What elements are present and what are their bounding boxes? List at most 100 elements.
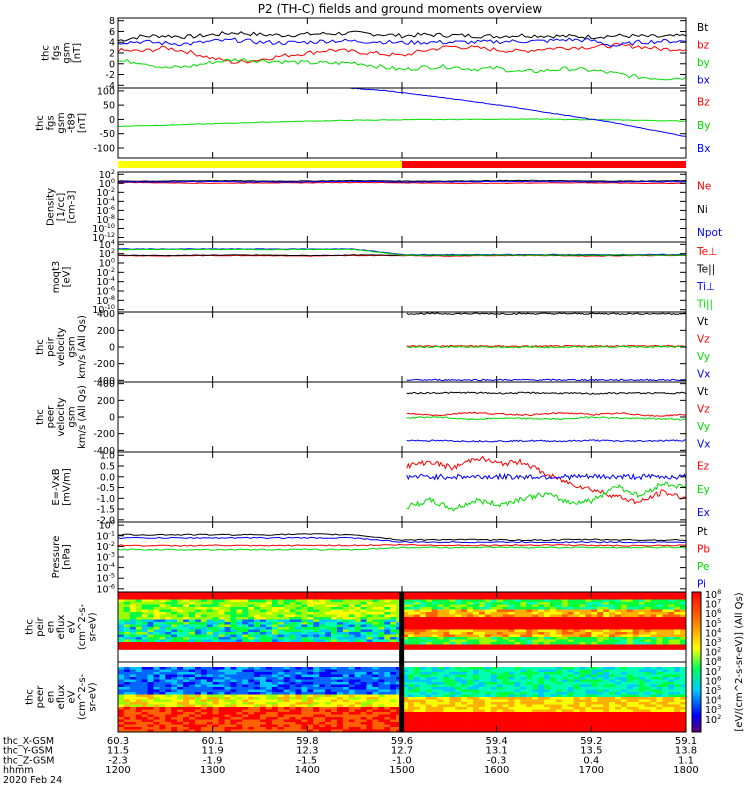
spectrogram-cell	[230, 707, 237, 710]
spectrogram-cell	[230, 602, 237, 605]
spectrogram-cell	[555, 639, 563, 643]
spectrogram-cell	[224, 722, 231, 725]
spectrogram-cell	[319, 594, 326, 598]
spectrogram-cell	[478, 639, 486, 643]
spectrogram-cell	[242, 697, 249, 700]
spectrogram-cell	[526, 727, 533, 730]
spectrogram-cell	[544, 629, 551, 633]
spectrogram-cell	[342, 724, 350, 728]
spectrogram-cell	[461, 602, 468, 605]
spectrogram-cell	[632, 599, 639, 603]
ylabel-line: thc	[40, 45, 51, 61]
spectrogram-cell	[331, 617, 338, 620]
spectrogram-cell	[141, 684, 148, 688]
spectrogram-cell	[520, 682, 527, 685]
spectrogram-cell	[680, 619, 687, 623]
spectrogram-cell	[248, 612, 255, 615]
spectrogram-cell	[591, 687, 598, 690]
spectrogram-cell	[360, 707, 367, 710]
spectrogram-cell	[567, 702, 574, 705]
spectrogram-cell	[526, 642, 533, 645]
spectrogram-cell	[177, 637, 184, 640]
legend-entry: Pi	[697, 579, 706, 591]
spectrogram-cell	[342, 669, 350, 673]
spectrogram-cell	[555, 597, 563, 600]
spectrogram-cell	[626, 619, 634, 623]
spectrogram-cell	[591, 689, 598, 693]
spectrogram-cell	[532, 619, 539, 623]
spectrogram-cell	[626, 592, 634, 595]
spectrogram-cell	[277, 639, 284, 643]
spectrogram-cell	[573, 697, 580, 700]
spectrogram-cell	[449, 694, 456, 698]
spectrogram-cell	[443, 704, 450, 708]
spectrogram-cell	[342, 694, 350, 698]
spectrogram-cell	[561, 682, 568, 685]
spectrogram-cell	[390, 679, 397, 683]
spectrogram-cell	[212, 617, 219, 620]
spectrogram-cell	[490, 609, 497, 613]
spectrogram-cell	[372, 604, 379, 608]
spectrogram-cell	[626, 644, 634, 648]
spectrogram-cell	[295, 599, 302, 603]
spectrogram-cell	[620, 634, 628, 638]
spectrogram-cell	[224, 637, 231, 640]
spectrogram-cell	[354, 627, 361, 630]
spectrogram-cell	[502, 604, 509, 608]
spectrogram-cell	[502, 719, 509, 723]
spectrogram-cell	[644, 597, 651, 600]
spectrogram-cell	[473, 599, 480, 603]
spectrogram-cell	[561, 597, 568, 600]
spectrogram-cell	[254, 632, 261, 635]
spectrogram-cell	[437, 637, 444, 640]
spectrogram-cell	[532, 622, 539, 625]
spectrogram-cell	[591, 679, 598, 683]
spectrogram-cell	[129, 669, 137, 673]
spectrogram-cell	[549, 624, 557, 628]
spectrogram-cell	[325, 614, 332, 618]
spectrogram-cell	[141, 597, 148, 600]
spectrogram-cell	[325, 632, 332, 635]
spectrogram-cell	[123, 642, 131, 645]
spectrogram-cell	[425, 597, 432, 600]
spectrogram-cell	[271, 604, 279, 608]
spectrogram-cell	[265, 599, 273, 603]
spectrogram-cell	[490, 679, 497, 683]
spectrogram-cell	[413, 592, 421, 595]
spectrogram-cell	[147, 632, 154, 635]
spectrogram-cell	[123, 639, 131, 643]
spectrogram-cell	[354, 629, 361, 633]
spectrogram-cell	[378, 632, 385, 635]
spectrogram-cell	[585, 717, 592, 720]
spectrogram-cell	[538, 694, 545, 698]
spectrogram-cell	[307, 677, 314, 680]
spectrogram-cell	[390, 704, 397, 708]
spectrogram-cell	[194, 712, 202, 715]
spectrogram-cell	[496, 617, 503, 620]
spectrogram-cell	[123, 669, 131, 673]
spectrogram-cell	[656, 697, 663, 700]
spectrogram-cell	[449, 722, 456, 725]
spectrogram-cell	[141, 639, 148, 643]
spectrogram-cell	[437, 714, 444, 718]
spectrogram-cell	[336, 607, 344, 610]
spectrogram-cell	[419, 599, 426, 603]
spectrogram-cell	[372, 727, 379, 730]
spectrogram-cell	[307, 669, 314, 673]
spectrogram-cell	[200, 647, 208, 650]
spectrogram-cell	[295, 617, 302, 620]
spectrogram-cell	[390, 702, 397, 705]
spectrogram-cell	[490, 684, 497, 688]
mode-bar-segment	[402, 161, 686, 168]
spectrogram-cell	[419, 707, 426, 710]
spectrogram-cell	[260, 604, 267, 608]
spectrogram-cell	[549, 724, 557, 728]
spectrogram-cell	[461, 639, 468, 643]
spectrogram-cell	[638, 679, 645, 683]
spectrogram-cell	[609, 619, 616, 623]
spectrogram-cell	[644, 699, 651, 703]
spectrogram-cell	[532, 672, 539, 675]
spectrogram-cell	[544, 607, 551, 610]
spectrogram-cell	[224, 599, 231, 603]
spectrogram-cell	[620, 672, 628, 675]
